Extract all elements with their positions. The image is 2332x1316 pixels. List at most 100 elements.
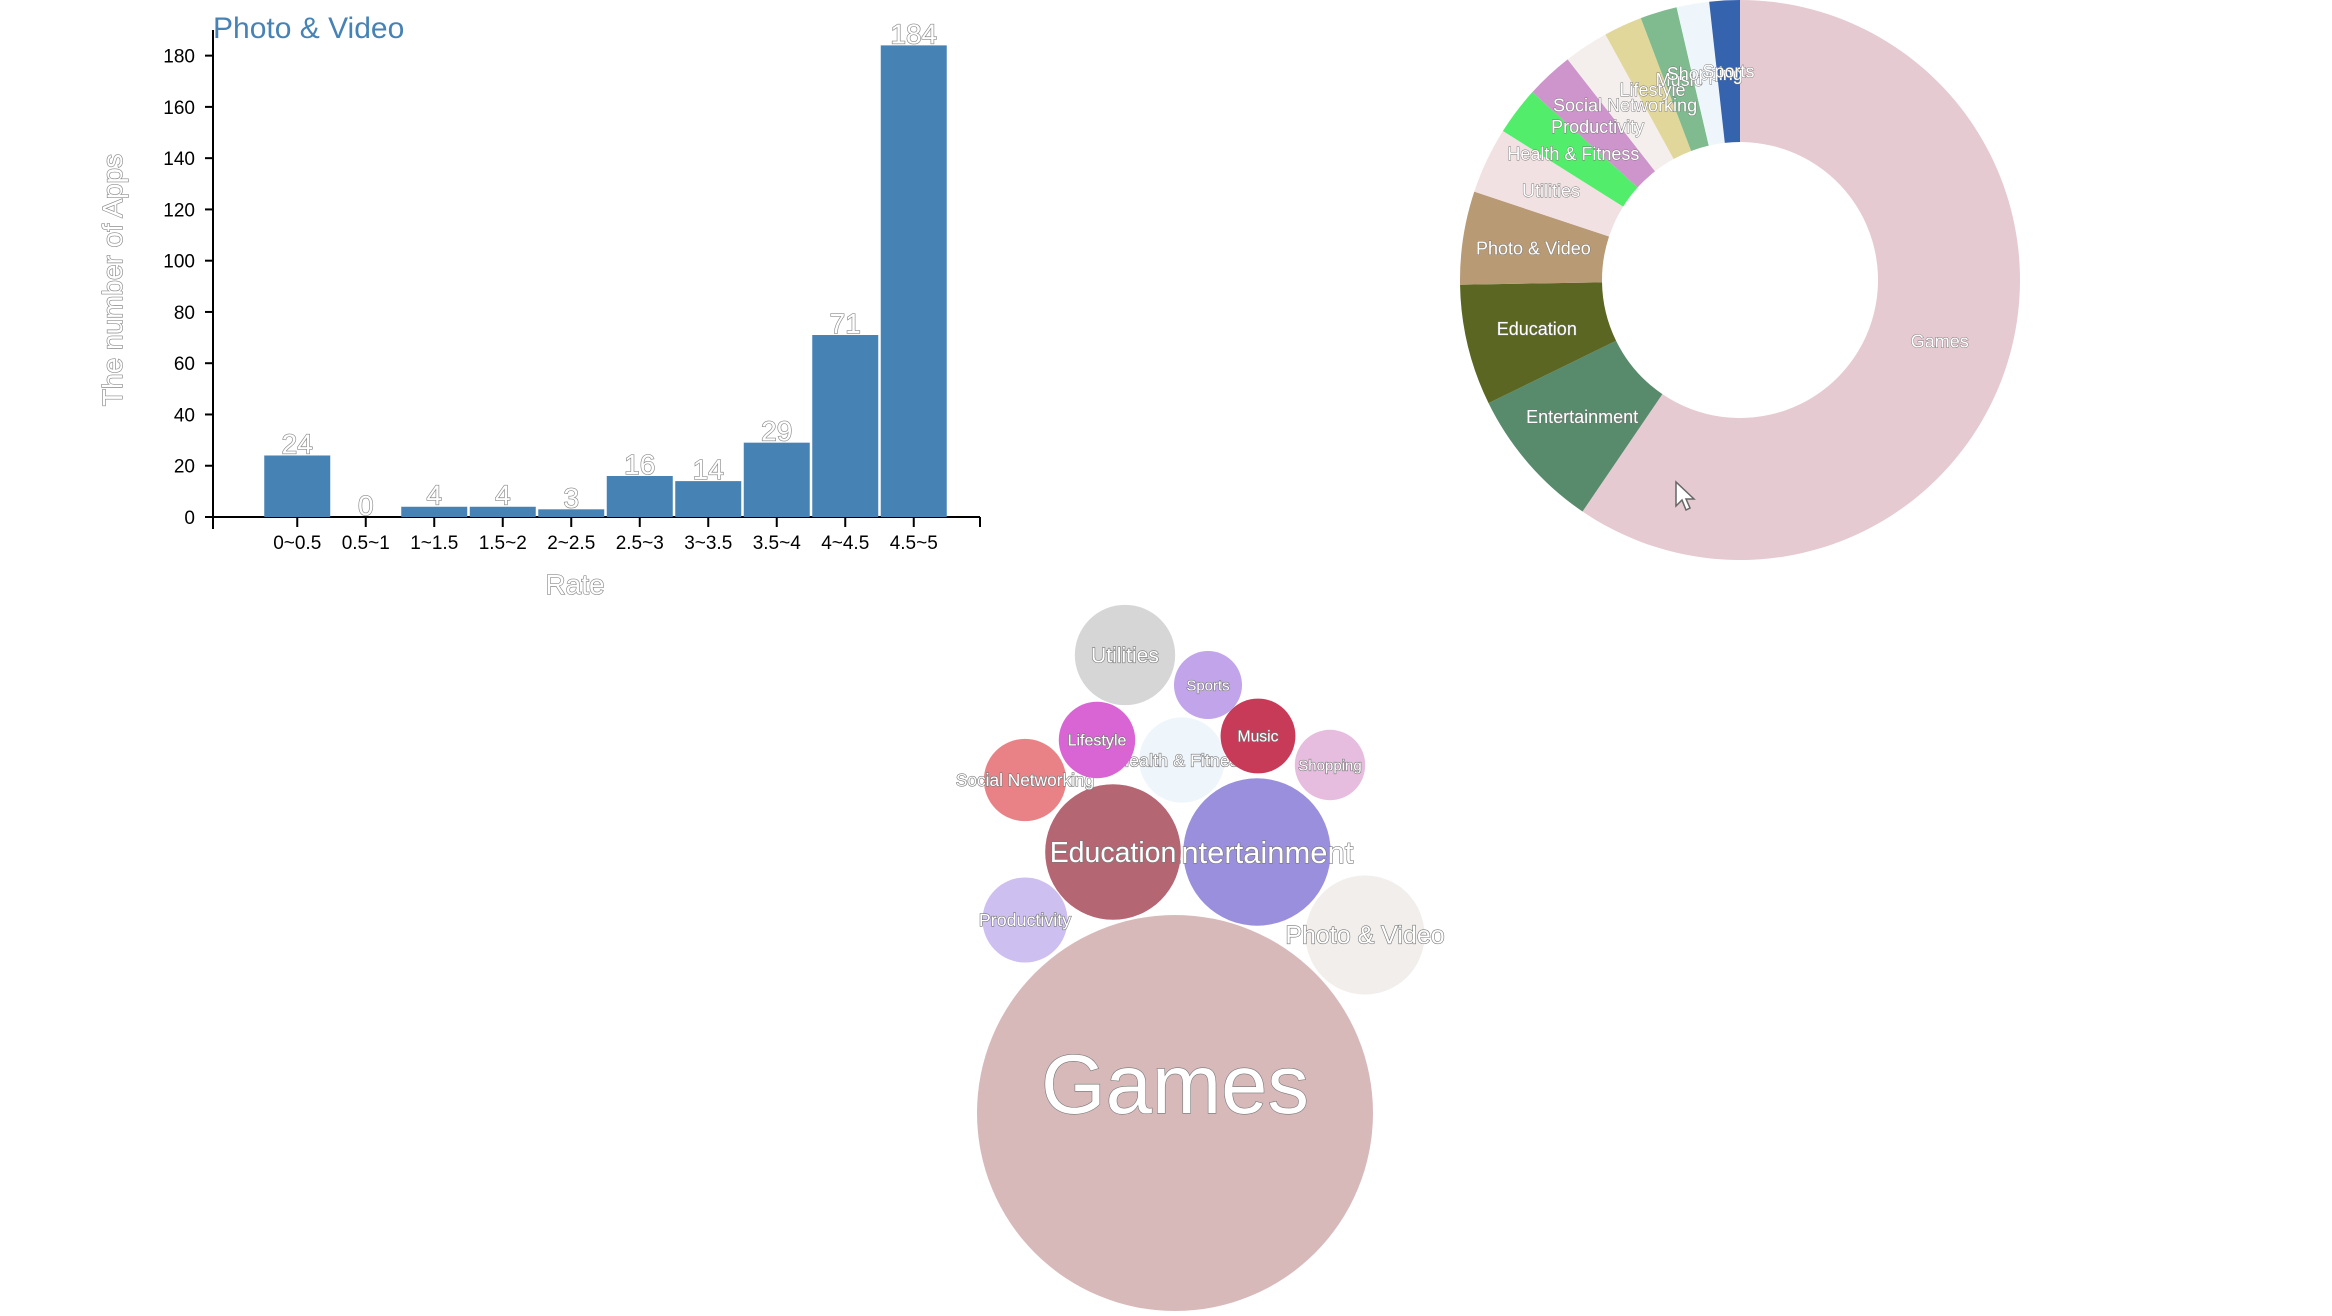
bar-value-label: 16 bbox=[624, 449, 655, 480]
donut-slice[interactable] bbox=[1605, 18, 1692, 159]
bar-chart-xlabel: Rate bbox=[545, 569, 604, 600]
donut-slice[interactable] bbox=[1460, 282, 1617, 404]
donut-slice-label: Shopping bbox=[1667, 64, 1743, 84]
donut-slice-label: Sports bbox=[1702, 61, 1754, 81]
y-tick-label: 180 bbox=[163, 47, 195, 68]
x-tick-label: 4.5~5 bbox=[890, 533, 938, 554]
donut-slice[interactable] bbox=[1502, 92, 1638, 207]
bar-chart-x-axis: 0~0.5 0.5~1 1~1.5 1.5~2 2~2.5 2.5~3 3~3.5 3.5~4… bbox=[213, 516, 981, 554]
bar[interactable] bbox=[812, 335, 879, 517]
bar[interactable] bbox=[264, 455, 331, 517]
rating-bar-chart: Photo & Video The number of Apps Rate 02… bbox=[96, 12, 981, 600]
x-tick-label: 1~1.5 bbox=[410, 533, 458, 554]
donut-slice[interactable] bbox=[1567, 34, 1674, 172]
x-tick-label: 1.5~2 bbox=[479, 533, 527, 554]
x-tick-label: 4~4.5 bbox=[821, 533, 869, 554]
x-tick-label: 2~2.5 bbox=[547, 533, 595, 554]
bar[interactable] bbox=[743, 442, 810, 517]
y-tick-label: 120 bbox=[163, 200, 195, 221]
bar-value-label: 4 bbox=[426, 480, 442, 511]
y-tick-label: 40 bbox=[174, 405, 195, 426]
donut-labels: Games Entertainment Education Photo & Video… bbox=[1476, 61, 1970, 428]
bar-chart-title: Photo & Video bbox=[213, 12, 404, 45]
y-tick-label: 160 bbox=[163, 98, 195, 119]
bar-value-label: 29 bbox=[761, 416, 792, 447]
donut-slice[interactable] bbox=[1460, 191, 1610, 285]
donut-slice-label: Education bbox=[1497, 319, 1577, 339]
bubble-label: Music bbox=[1237, 729, 1278, 746]
bar-value-label: 14 bbox=[693, 454, 724, 485]
y-tick-label: 0 bbox=[184, 508, 195, 529]
bubble[interactable] bbox=[1058, 701, 1136, 779]
donut-slice-label: Photo & Video bbox=[1476, 238, 1591, 258]
donut-slice-label: Lifestyle bbox=[1620, 80, 1686, 100]
y-tick-label: 80 bbox=[174, 303, 195, 324]
donut-slice[interactable] bbox=[1532, 59, 1656, 188]
donut-slice-label: Utilities bbox=[1522, 181, 1580, 201]
donut-slice-label: Productivity bbox=[1551, 117, 1644, 137]
bubble[interactable] bbox=[977, 915, 1373, 1311]
y-tick-label: 100 bbox=[163, 252, 195, 273]
donut-slice[interactable] bbox=[1488, 340, 1663, 512]
x-tick-label: 3~3.5 bbox=[684, 533, 732, 554]
donut-slice-label: Entertainment bbox=[1526, 407, 1638, 427]
bubble[interactable] bbox=[1294, 729, 1366, 801]
bubble-label: Education bbox=[1050, 837, 1177, 869]
x-tick-label: 0~0.5 bbox=[273, 533, 321, 554]
donut-slices bbox=[1460, 0, 2020, 560]
bubble-label: Games bbox=[1041, 1038, 1309, 1131]
bar-chart-bars: 24 0 4 4 3 16 14 29 71 184 bbox=[264, 18, 947, 522]
bar[interactable] bbox=[401, 506, 468, 517]
bubble[interactable] bbox=[983, 738, 1067, 822]
donut-slice-label: Social Networking bbox=[1553, 95, 1697, 115]
bubble-label: Shopping bbox=[1298, 757, 1361, 774]
bubble-label: Entertainment bbox=[1161, 835, 1354, 870]
donut-slice-label: Games bbox=[1911, 331, 1969, 351]
bar-value-label: 71 bbox=[830, 308, 861, 339]
x-tick-label: 3.5~4 bbox=[753, 533, 802, 554]
bubble-label: Social Networking bbox=[956, 770, 1094, 790]
bubble-label: Productivity bbox=[979, 910, 1071, 930]
bubble-label: Photo & Video bbox=[1285, 922, 1444, 950]
bar-value-label: 4 bbox=[495, 480, 511, 511]
y-tick-label: 60 bbox=[174, 354, 195, 375]
bubble[interactable] bbox=[1074, 604, 1176, 706]
bubble-label: Utilities bbox=[1091, 644, 1159, 667]
bar[interactable] bbox=[606, 475, 673, 517]
cursor-icon bbox=[1675, 480, 1696, 512]
bar[interactable] bbox=[675, 481, 742, 517]
bubble[interactable] bbox=[1220, 698, 1296, 774]
bar-chart-ylabel: The number of Apps bbox=[97, 154, 128, 406]
bubble[interactable] bbox=[1139, 717, 1225, 803]
x-tick-label: 2.5~3 bbox=[616, 533, 664, 554]
donut-slice[interactable] bbox=[1676, 1, 1725, 146]
bubble[interactable] bbox=[982, 877, 1068, 963]
donut-slice[interactable] bbox=[1709, 0, 1740, 143]
donut-slice[interactable] bbox=[1582, 0, 2020, 560]
bubble[interactable] bbox=[1183, 778, 1331, 926]
bar-value-label: 184 bbox=[890, 18, 937, 49]
bubble-label: Health & Fitness bbox=[1116, 750, 1248, 770]
donut-slice-label: Music bbox=[1656, 70, 1703, 90]
y-tick-label: 20 bbox=[174, 457, 195, 478]
bubble[interactable] bbox=[1173, 650, 1243, 720]
y-tick-label: 140 bbox=[163, 149, 195, 170]
donut-slice[interactable] bbox=[1474, 131, 1624, 237]
category-donut-chart: Games Entertainment Education Photo & Video… bbox=[1460, 0, 2020, 560]
bubble-label: Sports bbox=[1186, 677, 1229, 694]
bar[interactable] bbox=[880, 45, 947, 518]
x-tick-label: 0.5~1 bbox=[342, 533, 390, 554]
bubble[interactable] bbox=[1045, 784, 1181, 920]
bar-value-label: 3 bbox=[563, 482, 579, 513]
bubble[interactable] bbox=[1305, 875, 1425, 995]
bar-value-label: 0 bbox=[358, 490, 374, 521]
donut-slice[interactable] bbox=[1640, 7, 1709, 151]
bar-value-label: 24 bbox=[282, 428, 313, 459]
bubble-label: Lifestyle bbox=[1068, 732, 1127, 750]
bar[interactable] bbox=[538, 509, 605, 517]
donut-slice-label: Health & Fitness bbox=[1507, 144, 1639, 164]
bar-chart-y-axis: 0 20 40 60 80 100 120 140 160 180 bbox=[163, 30, 214, 529]
bar[interactable] bbox=[469, 506, 536, 517]
